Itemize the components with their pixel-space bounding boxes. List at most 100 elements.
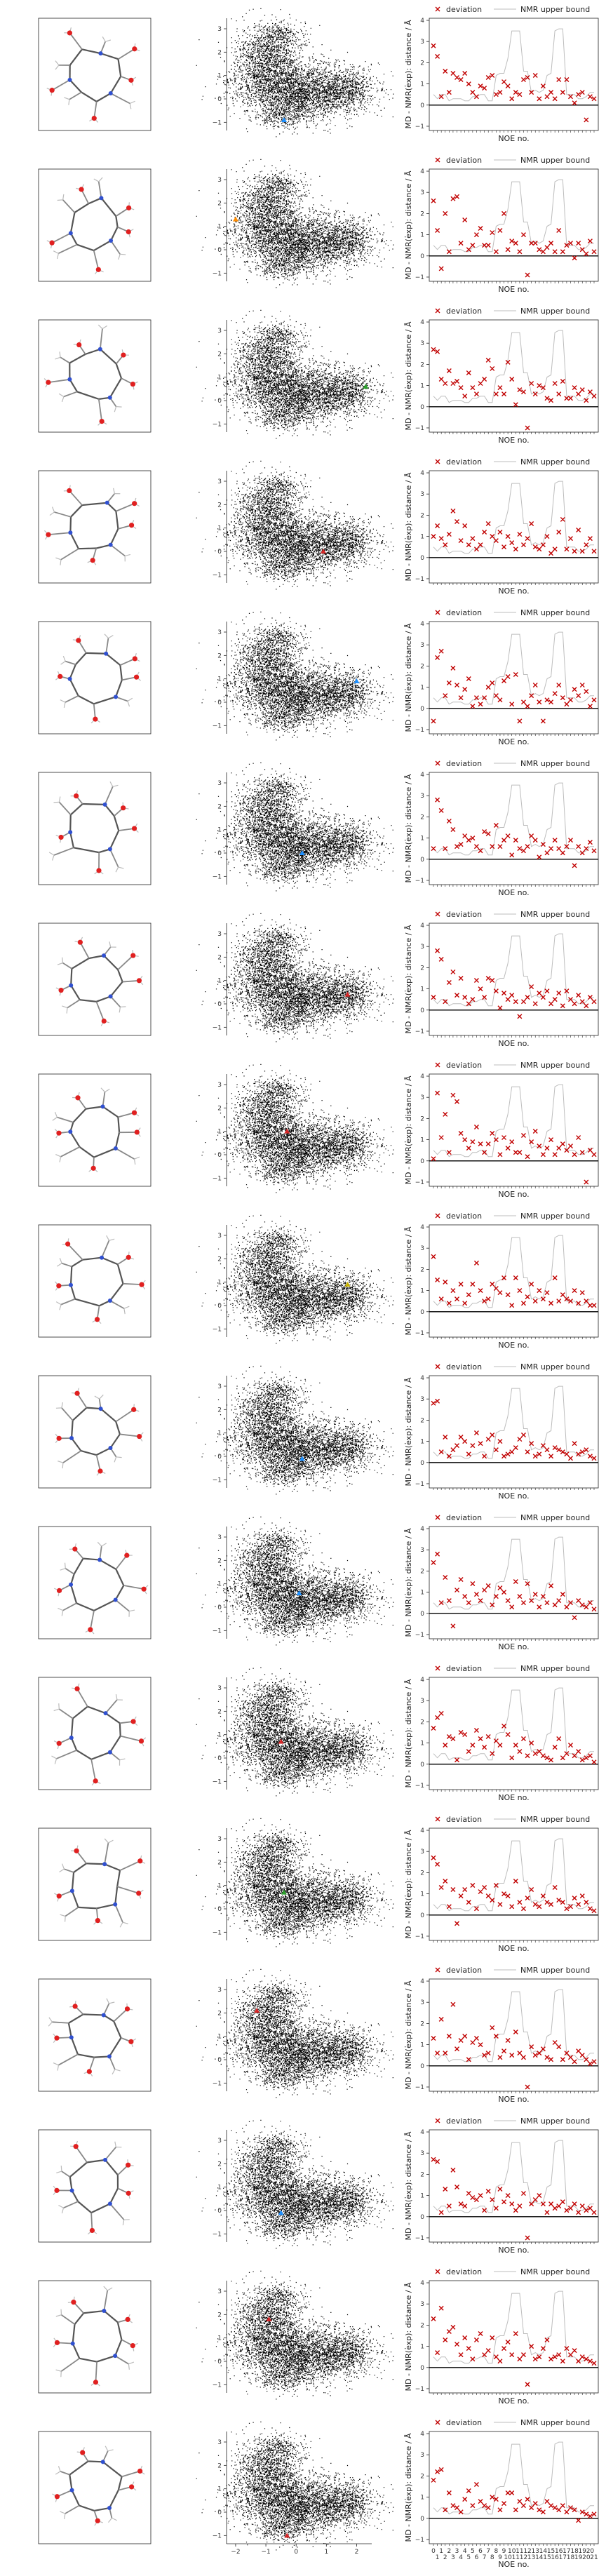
deviation-point <box>435 2051 440 2056</box>
backbone-bond <box>90 2203 111 2214</box>
noe-x-tick-label: 18 <box>567 2554 575 2561</box>
oxygen-atom <box>74 1390 80 1396</box>
deviation-point <box>450 508 456 514</box>
deviation-point <box>540 385 546 391</box>
noe-x-tick-label: 14 <box>539 2548 548 2555</box>
deviation-point <box>540 2201 546 2207</box>
deviation-point <box>458 842 464 847</box>
backbone-bond <box>83 2013 104 2016</box>
deviation-point <box>579 247 585 253</box>
backbone-bond <box>79 2504 95 2511</box>
noe-y-tick-label: 2 <box>420 1417 424 1424</box>
hydrogen-bond-stick <box>62 1863 65 1870</box>
nitrogen-atom <box>69 2035 74 2040</box>
deviation-point <box>473 1592 479 1597</box>
hydrogen-bond-stick <box>128 2363 130 2370</box>
deviation-point <box>525 1154 530 1160</box>
side-chain-bond <box>121 2470 140 2478</box>
oxygen-atom <box>132 656 137 662</box>
legend-bound-label: NMR upper bound <box>520 759 590 768</box>
deviation-point <box>482 2053 487 2058</box>
legend-bound-label: NMR upper bound <box>520 1815 590 1824</box>
scatter-y-tick-label: −1 <box>213 572 222 579</box>
deviation-point <box>509 1139 515 1145</box>
side-chain-bond <box>115 207 130 217</box>
hydrogen-bond-stick <box>125 554 131 556</box>
deviation-point <box>537 854 542 860</box>
hydrogen-bond-stick <box>119 1007 121 1013</box>
trajectory-density <box>196 1214 406 1344</box>
noe-x-tick-label: 0 <box>431 2548 436 2555</box>
scatter-y-tick-label: 3 <box>217 1082 222 1089</box>
oxygen-atom <box>131 1110 137 1115</box>
backbone-bond <box>105 652 121 666</box>
deviation-point <box>497 1152 503 1158</box>
deviation-point <box>482 2352 487 2358</box>
deviation-point <box>485 2505 491 2511</box>
structure-panel <box>38 1677 152 1790</box>
deviation-point <box>540 542 546 548</box>
deviation-point <box>540 2509 546 2515</box>
legend-deviation-label: deviation <box>446 5 482 14</box>
side-chain-bond <box>119 1860 141 1871</box>
noe-y-tick-label: 1 <box>420 1891 424 1898</box>
hydrogen-bond-stick <box>53 1708 60 1712</box>
oxygen-atom <box>131 826 137 831</box>
hydrogen-bond-stick <box>108 2517 112 2523</box>
deviation-point <box>548 551 554 556</box>
deviation-point <box>540 1443 546 1449</box>
deviation-point <box>548 699 554 705</box>
noe-axes-frame <box>429 1526 599 1639</box>
oxygen-atom <box>54 2494 60 2500</box>
deviation-point <box>520 1736 526 1742</box>
deviation-point <box>501 1590 507 1595</box>
deviation-point <box>587 1753 593 1759</box>
nitrogen-atom <box>68 1129 73 1134</box>
deviation-point <box>560 1592 565 1597</box>
backbone-bond <box>70 1718 74 1738</box>
deviation-point <box>443 210 448 216</box>
deviation-point <box>478 2330 483 2336</box>
legend-bound-label: NMR upper bound <box>520 2267 590 2276</box>
scatter-y-tick-label: 3 <box>217 1836 222 1843</box>
deviation-point <box>446 2203 452 2209</box>
side-chain-bond <box>115 696 128 702</box>
oxygen-atom <box>71 2300 76 2305</box>
deviation-point <box>454 1921 460 1926</box>
nitrogen-atom <box>69 1889 74 1893</box>
noe-y-tick-label: 4 <box>420 1073 424 1080</box>
deviation-point <box>572 100 577 106</box>
backbone-bond <box>81 91 97 102</box>
backbone-bond <box>104 1863 121 1872</box>
deviation-point <box>513 402 518 408</box>
deviation-point <box>529 2201 534 2207</box>
deviation-point <box>544 1447 550 1453</box>
backbone-bond <box>81 1450 97 1456</box>
noe-axes-frame <box>429 1375 599 1489</box>
deviation-point <box>537 2051 542 2056</box>
noe-x-tick-label: 8 <box>490 2554 494 2561</box>
deviation-point <box>529 1282 534 1287</box>
deviation-point <box>520 2352 526 2358</box>
deviation-point <box>462 1887 468 1893</box>
deviation-point <box>505 673 511 679</box>
noe-y-tick-label: 3 <box>420 491 424 498</box>
noe-x-tick-label: 20 <box>582 2554 591 2561</box>
backbone-bond <box>113 815 120 831</box>
hydrogen-bond-stick <box>63 702 66 708</box>
deviation-point <box>513 241 518 246</box>
deviation-point <box>576 241 581 246</box>
deviation-point <box>560 2199 565 2205</box>
trajectory-density <box>196 2270 406 2400</box>
deviation-point <box>576 2210 581 2215</box>
deviation-point <box>450 1447 456 1453</box>
deviation-point <box>470 90 476 95</box>
noe-axes-frame <box>429 168 599 282</box>
hydrogen-bond-stick <box>93 178 100 182</box>
nitrogen-atom <box>107 2054 112 2059</box>
selected-frame-marker <box>254 2008 260 2013</box>
deviation-point <box>505 1732 511 1738</box>
deviation-point <box>564 2208 570 2213</box>
